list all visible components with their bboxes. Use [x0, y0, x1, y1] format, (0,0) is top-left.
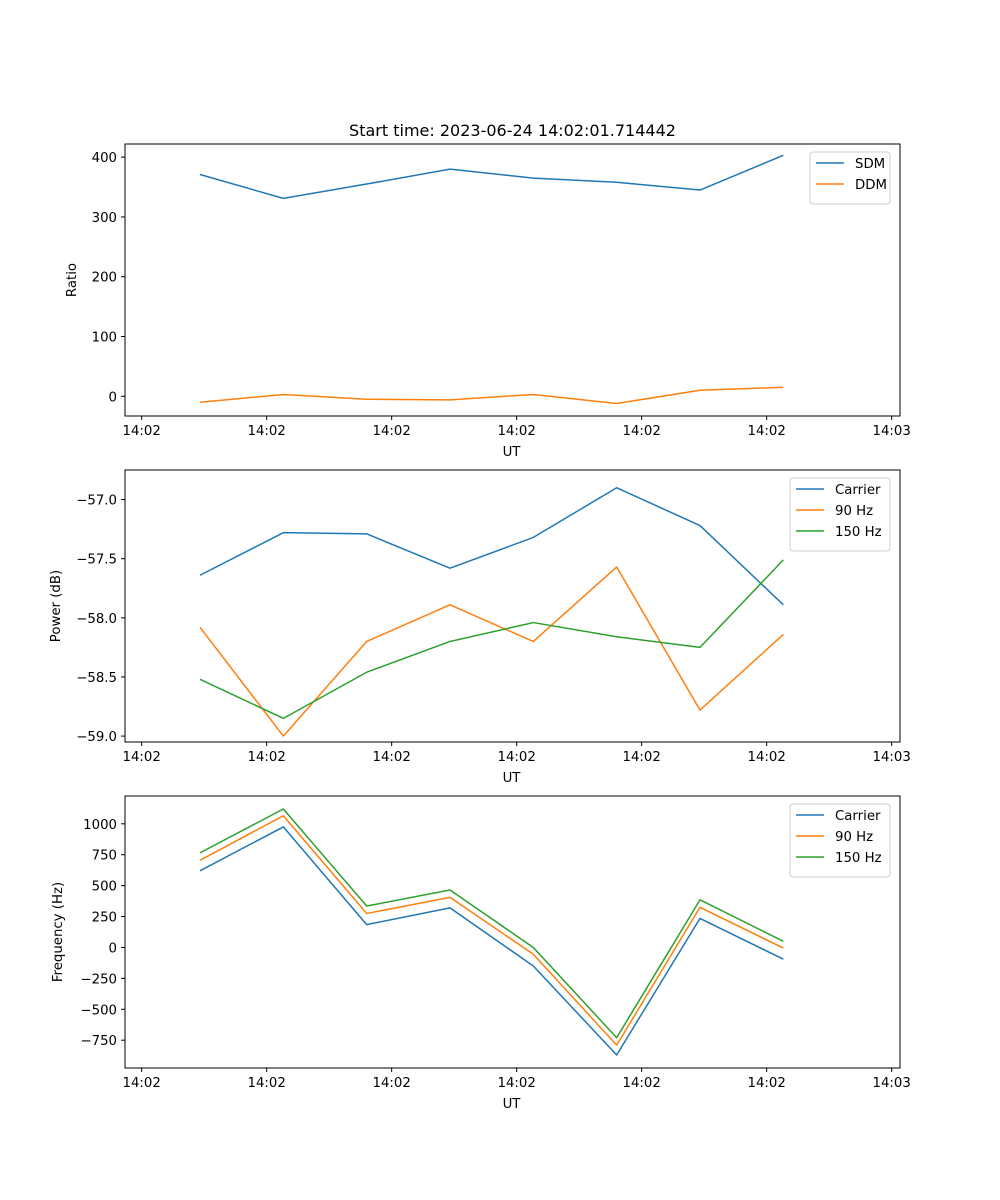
x-tick-label: 14:02: [623, 750, 661, 765]
y-tick-label: 1000: [83, 818, 117, 833]
chart-panel-3: 14:02 14:02 14:02 14:02 14:02 14:02 14:03 −750 −…: [51, 795, 911, 1112]
legend-label: 90 Hz: [835, 504, 873, 519]
y-axis-label: Ratio: [65, 263, 80, 297]
x-tick-label: 14:02: [248, 424, 286, 439]
x-tick-label: 14:02: [498, 750, 536, 765]
x-axis-label: UT: [503, 445, 522, 460]
y-tick-label: 200: [92, 271, 117, 286]
plot-frame: [124, 143, 901, 417]
y-tick-label: 250: [92, 911, 117, 926]
series-line-sdm: [199, 154, 784, 200]
x-tick-label: 14:02: [498, 424, 536, 439]
x-tick-label: 14:02: [248, 750, 286, 765]
plot-frame: [124, 469, 901, 743]
x-tick-label: 14:02: [123, 750, 161, 765]
y-tick-label: 300: [92, 211, 117, 226]
y-tick-label: −57.5: [76, 553, 117, 568]
y-tick-label: −58.0: [76, 612, 117, 627]
legend-label: Carrier: [835, 483, 881, 498]
chart-panel-2: 14:02 14:02 14:02 14:02 14:02 14:02 14:03 −59.0…: [49, 469, 911, 786]
x-tick-label: 14:02: [373, 424, 411, 439]
legend-label: Carrier: [835, 809, 881, 824]
x-tick-label: 14:03: [873, 424, 911, 439]
legend-box: [789, 803, 891, 878]
x-tick-label: 14:02: [623, 424, 661, 439]
legend: SDM DDM: [809, 151, 891, 205]
legend: Carrier 90 Hz 150 Hz: [789, 477, 891, 552]
legend: Carrier 90 Hz 150 Hz: [789, 803, 891, 878]
x-tick-label: 14:02: [373, 750, 411, 765]
legend-box: [789, 477, 891, 552]
x-tick-label: 14:02: [123, 424, 161, 439]
series-line-150-hz: [199, 808, 784, 1039]
series-line-carrier: [199, 486, 784, 606]
chart-title: Start time: 2023-06-24 14:02:01.714442: [349, 121, 676, 140]
y-tick-label: 0: [109, 941, 117, 956]
series-line-90-hz: [199, 815, 784, 1046]
legend-label: 90 Hz: [835, 830, 873, 845]
x-tick-label: 14:02: [748, 1076, 786, 1091]
legend-label: 150 Hz: [835, 525, 882, 540]
legend-label: 150 Hz: [835, 851, 882, 866]
y-tick-label: −57.0: [76, 494, 117, 509]
x-tick-label: 14:02: [498, 1076, 536, 1091]
y-axis-label: Power (dB): [49, 570, 64, 642]
y-tick-label: −58.5: [76, 671, 117, 686]
y-tick-label: 500: [92, 880, 117, 895]
x-axis-label: UT: [503, 771, 522, 786]
x-tick-label: 14:02: [748, 424, 786, 439]
legend-label: SDM: [855, 157, 885, 172]
y-tick-label: −750: [80, 1034, 117, 1049]
y-tick-label: 0: [109, 390, 117, 405]
y-axis-label: Frequency (Hz): [51, 882, 66, 982]
series-line-90-hz: [199, 566, 784, 737]
y-tick-label: −250: [80, 972, 117, 987]
series-line-ddm: [199, 386, 784, 405]
x-tick-label: 14:02: [748, 750, 786, 765]
x-tick-label: 14:02: [248, 1076, 286, 1091]
y-tick-label: −59.0: [76, 730, 117, 745]
x-tick-label: 14:03: [873, 750, 911, 765]
x-axis-label: UT: [503, 1097, 522, 1112]
legend-box: [809, 151, 891, 205]
plot-frame: [124, 795, 901, 1069]
y-tick-label: 400: [92, 151, 117, 166]
y-tick-label: 100: [92, 330, 117, 345]
x-tick-label: 14:02: [123, 1076, 161, 1091]
series-line-carrier: [199, 826, 784, 1056]
y-tick-label: −500: [80, 1003, 117, 1018]
legend-label: DDM: [855, 178, 887, 193]
y-tick-label: 750: [92, 849, 117, 864]
chart-panel-1: 14:02 14:02 14:02 14:02 14:02 14:02 14:03 0 100 2…: [65, 121, 911, 460]
x-tick-label: 14:02: [623, 1076, 661, 1091]
x-tick-label: 14:02: [373, 1076, 411, 1091]
series-line-150-hz: [199, 559, 784, 720]
x-tick-label: 14:03: [873, 1076, 911, 1091]
